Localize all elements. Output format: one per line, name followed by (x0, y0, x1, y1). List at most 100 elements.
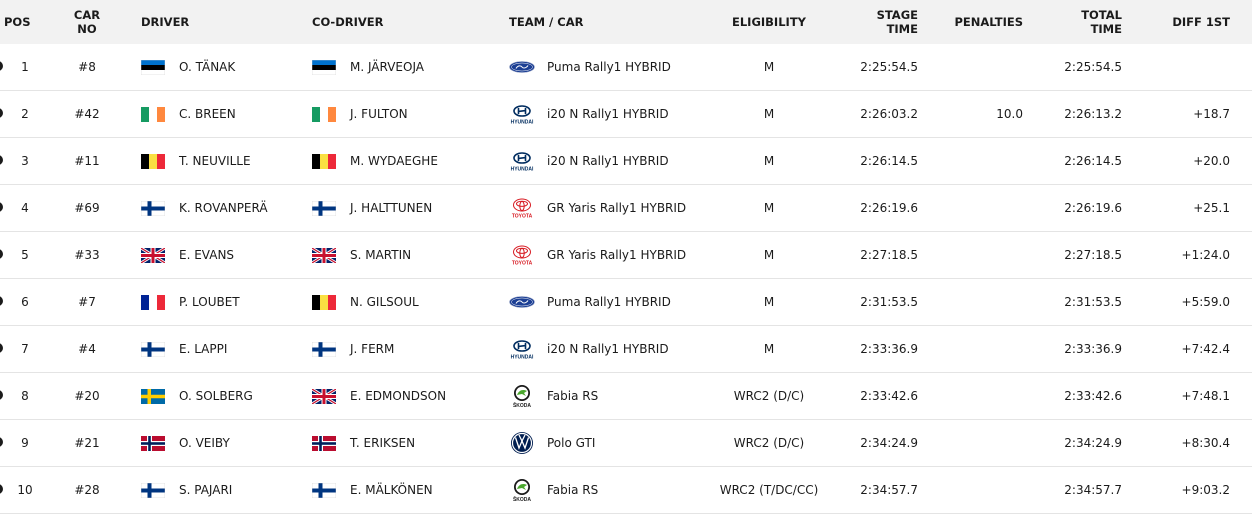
co-driver-cell[interactable]: E. MÄLKÖNEN (312, 467, 497, 513)
co-driver-cell[interactable]: M. JÄRVEOJA (312, 44, 497, 90)
stage-time-cell: 2:31:53.5 (860, 295, 918, 309)
diff-1st-cell: +8:30.4 (1181, 436, 1230, 450)
driver-cell[interactable]: P. LOUBET (141, 279, 301, 325)
header-eligibility[interactable]: ELIGIBILITY (731, 15, 806, 29)
penalties-cell (942, 185, 1023, 231)
header-pos[interactable]: POS (4, 15, 31, 29)
driver-cell[interactable]: O. VEIBY (141, 420, 301, 466)
table-row[interactable]: 7 #4 2:33:36.9 2:33:36.9 +7:42.4 M E. LAPPI J. … (0, 326, 1252, 373)
header-co-driver[interactable]: CO-DRIVER (312, 15, 384, 29)
pos-cell: 6 (21, 295, 29, 309)
co-driver-name: E. MÄLKÖNEN (350, 483, 433, 497)
header-stage-time[interactable]: STAGE TIME (876, 8, 918, 36)
car-number-cell: #11 (74, 154, 100, 168)
car-number-cell: #33 (74, 248, 100, 262)
pos-cell: 8 (21, 389, 29, 403)
total-time-cell: 2:25:54.5 (1064, 60, 1122, 74)
svg-text:HYUNDAI: HYUNDAI (511, 120, 534, 126)
car-model: Puma Rally1 HYBRID (547, 295, 671, 309)
table-row[interactable]: 10 #28 2:34:57.7 2:34:57.7 +9:03.2 WRC2 (T/DC… (0, 467, 1252, 514)
driver-cell[interactable]: O. TÄNAK (141, 44, 301, 90)
car-number-cell: #21 (74, 436, 100, 450)
diff-1st-cell: +5:59.0 (1181, 295, 1230, 309)
total-time-cell: 2:33:36.9 (1064, 342, 1122, 356)
driver-cell[interactable]: E. EVANS (141, 232, 301, 278)
table-header: POS CAR NO DRIVER CO-DRIVER TEAM / CAR EL… (0, 0, 1252, 44)
penalties-cell (942, 420, 1023, 466)
header-diff-1st[interactable]: DIFF 1ST (1172, 15, 1230, 29)
co-driver-cell[interactable]: E. EDMONDSON (312, 373, 497, 419)
row-expand-dot[interactable] (0, 108, 3, 118)
stage-time-cell: 2:33:42.6 (860, 389, 918, 403)
driver-cell[interactable]: O. SOLBERG (141, 373, 301, 419)
team-car-cell: HYUNDAI i20 N Rally1 HYBRID (509, 138, 709, 184)
table-row[interactable]: 2 #42 2:26:03.2 10.0 2:26:13.2 +18.7 M C. BREEN… (0, 91, 1252, 138)
eligibility-cell: M (763, 295, 775, 309)
eligibility-cell: M (763, 60, 775, 74)
driver-cell[interactable]: K. ROVANPERÄ (141, 185, 301, 231)
driver-cell[interactable]: S. PAJARI (141, 467, 301, 513)
row-expand-dot[interactable] (0, 61, 3, 71)
row-expand-dot[interactable] (0, 343, 3, 353)
table-row[interactable]: 3 #11 2:26:14.5 2:26:14.5 +20.0 M T. NEUVILLE M… (0, 138, 1252, 185)
toyota-logo-icon: TOYOTA (509, 242, 535, 268)
co-driver-cell[interactable]: N. GILSOUL (312, 279, 497, 325)
ireland-flag-icon (141, 106, 165, 122)
co-driver-cell[interactable]: J. FULTON (312, 91, 497, 137)
ford-logo-icon (509, 289, 535, 315)
header-total-time[interactable]: TOTAL TIME (1081, 8, 1122, 36)
team-car-cell: Polo GTI (509, 420, 709, 466)
car-model: Polo GTI (547, 436, 596, 450)
team-car-cell: HYUNDAI i20 N Rally1 HYBRID (509, 91, 709, 137)
penalties-cell: 10.0 (996, 107, 1023, 121)
norway-flag-icon (141, 435, 165, 451)
uk-flag-icon (312, 247, 336, 263)
vw-logo-icon (509, 430, 535, 456)
car-number-cell: #20 (74, 389, 100, 403)
norway-flag-icon (312, 435, 336, 451)
row-expand-dot[interactable] (0, 484, 3, 494)
table-row[interactable]: 5 #33 2:27:18.5 2:27:18.5 +1:24.0 M E. EVANS S.… (0, 232, 1252, 279)
driver-name: S. PAJARI (179, 483, 233, 497)
row-expand-dot[interactable] (0, 155, 3, 165)
total-time-cell: 2:26:19.6 (1064, 201, 1122, 215)
co-driver-cell[interactable]: J. FERM (312, 326, 497, 372)
diff-1st-cell: +25.1 (1193, 201, 1230, 215)
ford-logo-icon (509, 54, 535, 80)
driver-name: C. BREEN (179, 107, 236, 121)
co-driver-cell[interactable]: J. HALTTUNEN (312, 185, 497, 231)
table-row[interactable]: 8 #20 2:33:42.6 2:33:42.6 +7:48.1 WRC2 (D/C) O… (0, 373, 1252, 420)
header-penalties[interactable]: PENALTIES (954, 15, 1024, 29)
team-car-cell: TOYOTA GR Yaris Rally1 HYBRID (509, 185, 709, 231)
row-expand-dot[interactable] (0, 437, 3, 447)
header-driver[interactable]: DRIVER (141, 15, 190, 29)
driver-name: E. LAPPI (179, 342, 228, 356)
row-expand-dot[interactable] (0, 296, 3, 306)
row-expand-dot[interactable] (0, 390, 3, 400)
driver-cell[interactable]: E. LAPPI (141, 326, 301, 372)
penalties-cell (942, 138, 1023, 184)
row-expand-dot[interactable] (0, 249, 3, 259)
table-row[interactable]: 1 #8 2:25:54.5 2:25:54.5 M O. TÄNAK M. JÄRVEOJ… (0, 44, 1252, 91)
pos-cell: 5 (21, 248, 29, 262)
team-car-cell: ŠKODA Fabia RS (509, 373, 709, 419)
co-driver-cell[interactable]: T. ERIKSEN (312, 420, 497, 466)
co-driver-cell[interactable]: S. MARTIN (312, 232, 497, 278)
driver-cell[interactable]: C. BREEN (141, 91, 301, 137)
table-row[interactable]: 6 #7 2:31:53.5 2:31:53.5 +5:59.0 M P. LOUBET N.… (0, 279, 1252, 326)
table-row[interactable]: 4 #69 2:26:19.6 2:26:19.6 +25.1 M K. ROVANPERÄ… (0, 185, 1252, 232)
diff-1st-cell: +9:03.2 (1181, 483, 1230, 497)
co-driver-cell[interactable]: M. WYDAEGHE (312, 138, 497, 184)
belgium-flag-icon (312, 153, 336, 169)
header-team-car[interactable]: TEAM / CAR (509, 15, 584, 29)
header-car-no[interactable]: CAR NO (73, 8, 101, 36)
co-driver-name: T. ERIKSEN (350, 436, 416, 450)
row-expand-dot[interactable] (0, 202, 3, 212)
table-row[interactable]: 9 #21 2:34:24.9 2:34:24.9 +8:30.4 WRC2 (D/C) O… (0, 420, 1252, 467)
estonia-flag-icon (141, 59, 165, 75)
diff-1st-cell: +18.7 (1193, 107, 1230, 121)
diff-1st-cell: +20.0 (1193, 154, 1230, 168)
diff-1st-cell: +7:42.4 (1181, 342, 1230, 356)
driver-cell[interactable]: T. NEUVILLE (141, 138, 301, 184)
co-driver-name: N. GILSOUL (350, 295, 419, 309)
